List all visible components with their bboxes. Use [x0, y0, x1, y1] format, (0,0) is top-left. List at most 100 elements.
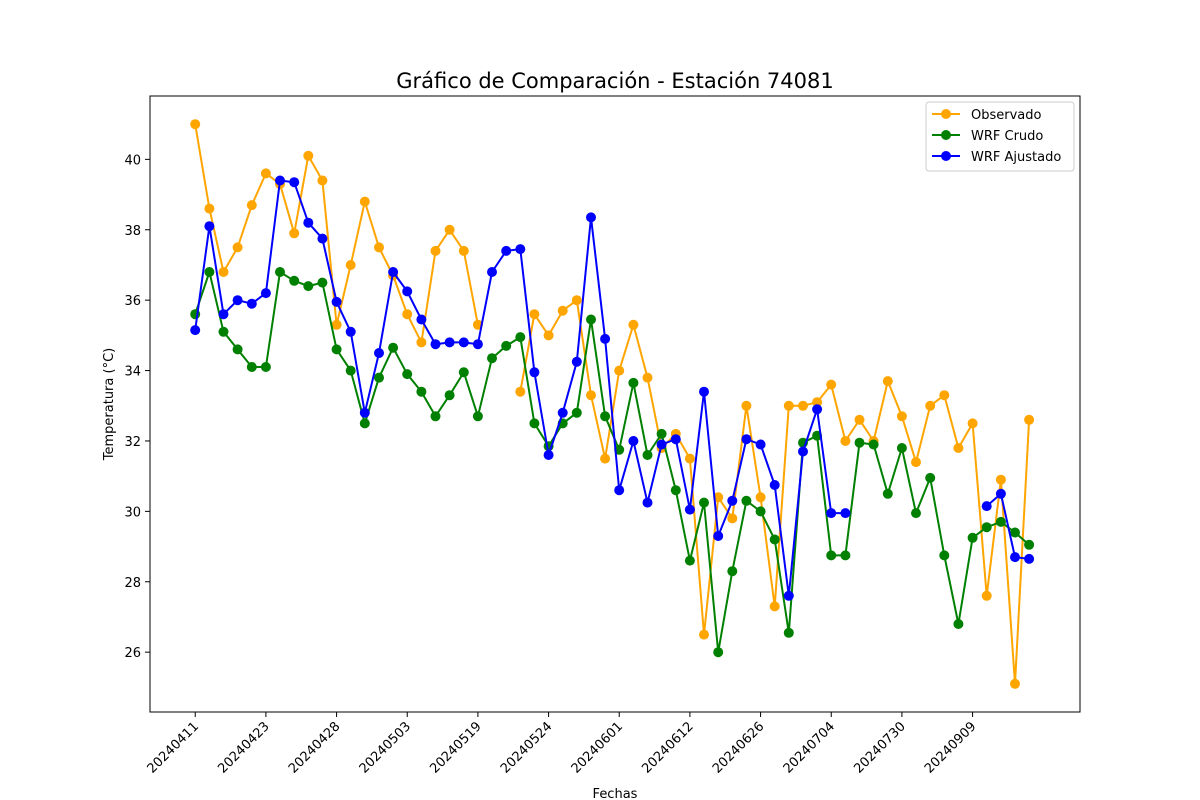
data-point: [628, 377, 639, 388]
data-point: [614, 485, 625, 496]
data-point: [1010, 552, 1020, 563]
legend-marker: [941, 109, 951, 119]
data-point: [204, 203, 215, 214]
data-point: [727, 566, 738, 577]
data-point: [995, 516, 1006, 527]
data-point: [600, 411, 611, 422]
data-point: [727, 513, 738, 524]
data-point: [798, 446, 808, 457]
x-tick-label: 20240423: [215, 719, 272, 776]
data-point: [487, 267, 497, 277]
data-point: [783, 627, 794, 638]
data-point: [571, 407, 582, 418]
data-point: [755, 492, 766, 503]
data-point: [472, 411, 483, 422]
data-point: [317, 175, 328, 186]
data-point: [190, 325, 201, 336]
data-point: [741, 400, 752, 411]
data-point: [289, 275, 300, 286]
data-point: [783, 400, 794, 411]
y-tick-label: 26: [124, 646, 141, 661]
data-point: [246, 200, 257, 211]
data-point: [275, 175, 285, 186]
data-point: [713, 647, 724, 658]
plot-area: [149, 95, 1081, 713]
data-point: [628, 436, 639, 446]
data-point: [416, 337, 427, 348]
data-point: [953, 619, 964, 629]
data-point: [925, 472, 936, 483]
data-point: [515, 386, 526, 397]
data-point: [882, 376, 893, 387]
data-point: [713, 531, 724, 541]
data-point: [925, 400, 936, 411]
data-point: [359, 407, 370, 418]
legend-frame: [925, 101, 1075, 172]
data-point: [882, 488, 893, 499]
data-point: [444, 390, 455, 401]
data-point: [374, 372, 384, 383]
data-point: [953, 443, 964, 453]
data-point: [345, 326, 356, 337]
data-point: [444, 337, 455, 348]
x-axis-label: Fechas: [593, 787, 638, 800]
data-point: [345, 365, 356, 376]
data-point: [840, 436, 851, 446]
legend-label: Observado: [971, 108, 1042, 123]
data-point: [430, 411, 441, 422]
data-point: [402, 309, 413, 320]
y-tick-label: 34: [124, 365, 141, 380]
data-point: [769, 601, 780, 612]
data-point: [727, 495, 738, 506]
data-point: [331, 344, 342, 355]
chart-title: Gráfico de Comparación - Estación 74081: [396, 69, 833, 93]
data-point: [699, 629, 709, 640]
data-point: [628, 319, 639, 330]
data-point: [600, 333, 611, 344]
data-point: [741, 434, 752, 445]
data-point: [444, 224, 455, 235]
data-point: [826, 550, 837, 561]
x-tick-label: 20240524: [498, 719, 555, 776]
data-point: [896, 443, 907, 453]
data-point: [939, 390, 950, 401]
x-tick-label: 20240612: [639, 719, 696, 776]
data-point: [260, 362, 271, 372]
data-point: [1024, 553, 1035, 564]
data-point: [303, 217, 314, 228]
data-point: [1010, 527, 1020, 538]
legend-label: WRF Crudo: [971, 129, 1043, 144]
data-point: [402, 369, 413, 380]
data-point: [303, 150, 314, 161]
data-point: [515, 244, 526, 255]
data-point: [769, 480, 780, 490]
data-point: [571, 356, 582, 367]
data-point: [614, 365, 625, 376]
data-point: [246, 362, 257, 372]
legend-marker: [941, 151, 951, 161]
x-tick-label: 20240704: [781, 719, 838, 776]
data-point: [501, 340, 512, 351]
x-tick-label: 20240601: [569, 719, 626, 776]
data-point: [529, 309, 540, 320]
data-point: [359, 418, 370, 429]
legend-item: WRF Crudo: [932, 129, 1043, 144]
data-point: [755, 506, 766, 517]
data-point: [416, 314, 427, 325]
data-point: [684, 504, 695, 515]
data-point: [967, 418, 978, 429]
data-point: [359, 196, 370, 207]
data-point: [331, 296, 342, 307]
y-tick-label: 30: [124, 505, 141, 520]
data-point: [741, 495, 752, 506]
data-point: [939, 550, 950, 561]
legend-marker: [941, 130, 951, 140]
data-point: [995, 474, 1006, 485]
y-tick-label: 40: [124, 153, 141, 168]
data-point: [642, 450, 653, 460]
legend-item: Observado: [932, 108, 1042, 123]
data-point: [981, 522, 992, 533]
y-tick-label: 36: [124, 294, 141, 309]
data-point: [1010, 678, 1020, 689]
data-point: [260, 168, 271, 179]
